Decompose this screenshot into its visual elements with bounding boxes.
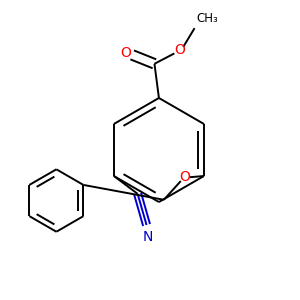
Text: O: O [120, 46, 131, 60]
Text: O: O [174, 44, 185, 57]
Text: CH₃: CH₃ [196, 12, 218, 25]
Text: N: N [143, 230, 153, 244]
Text: O: O [179, 170, 190, 184]
